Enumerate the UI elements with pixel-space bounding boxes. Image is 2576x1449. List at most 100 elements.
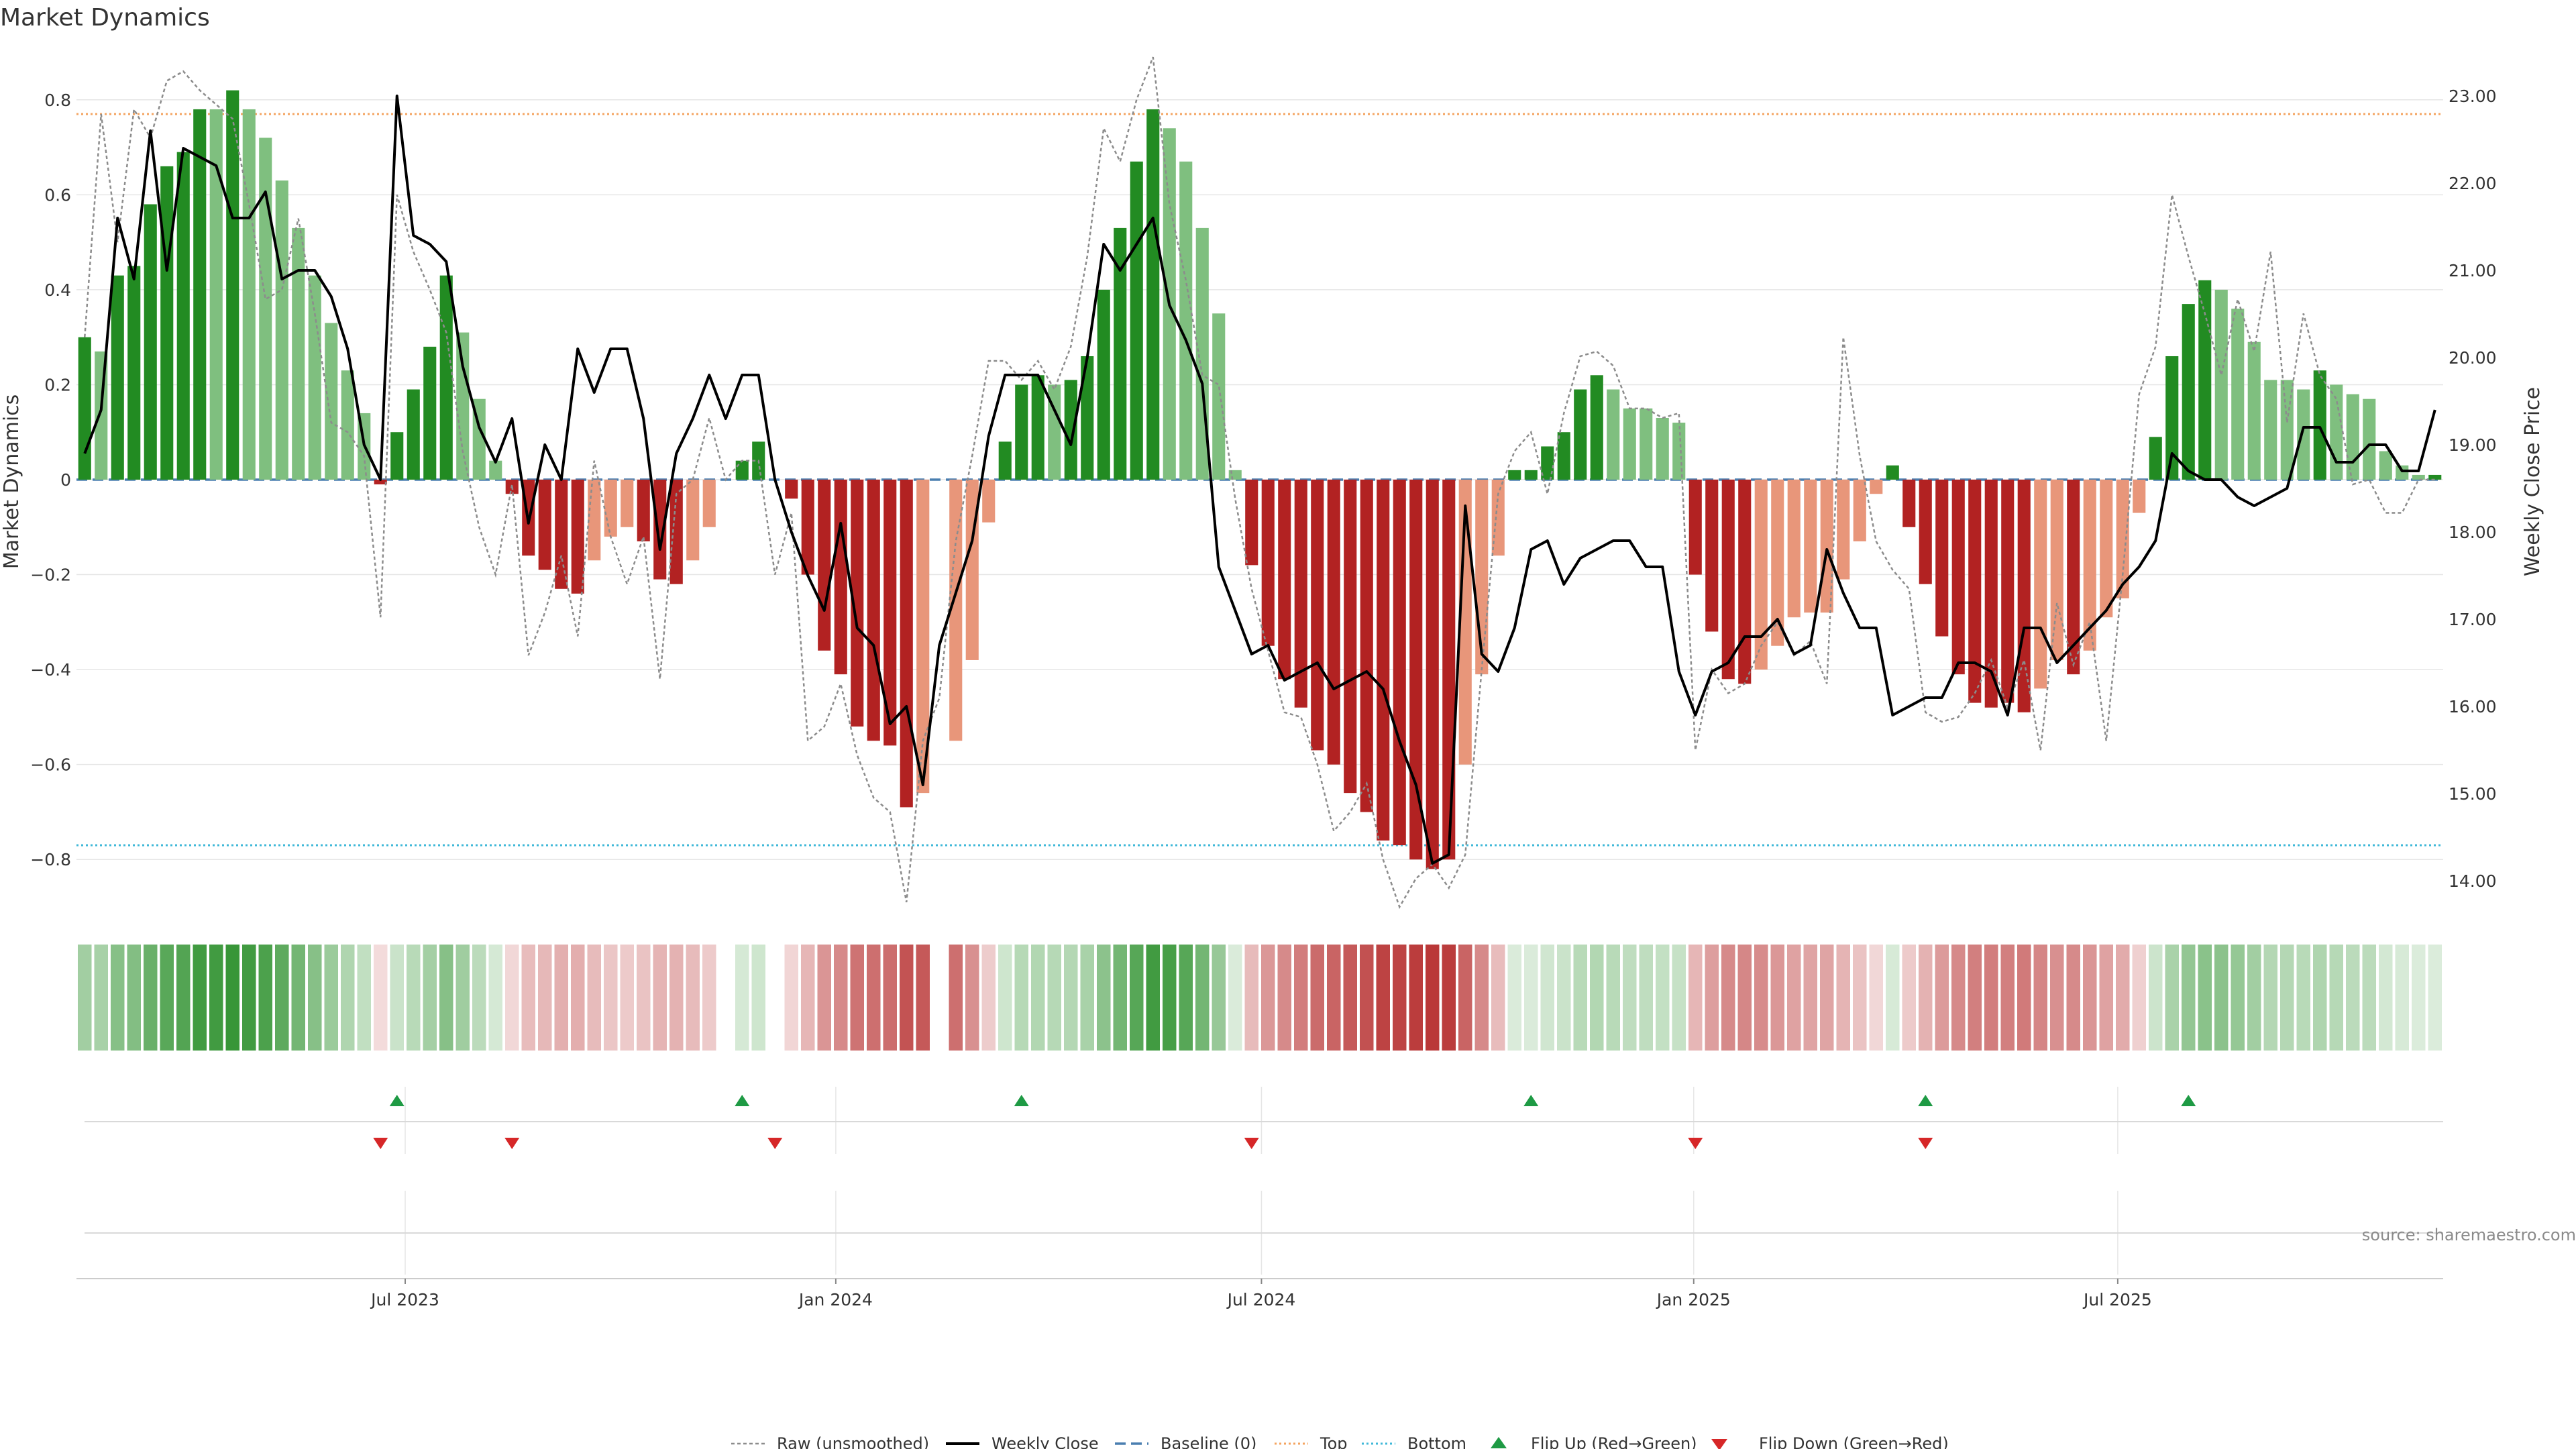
dynamics-bar <box>555 480 568 589</box>
dynamics-bar <box>1064 380 1077 480</box>
regime-cell <box>1754 945 1768 1051</box>
dynamics-bar <box>1968 480 1982 703</box>
left-tick-label: 0 <box>60 470 71 490</box>
regime-cell <box>1507 945 1521 1051</box>
x-tick-label: Jul 2025 <box>2082 1290 2152 1309</box>
dynamics-bar <box>390 432 404 480</box>
regime-cell <box>1573 945 1587 1051</box>
regime-cell <box>1886 945 1900 1051</box>
regime-cell <box>1968 945 1982 1051</box>
dynamics-bar <box>2247 341 2261 480</box>
regime-cell <box>127 945 141 1051</box>
dynamics-bar <box>2182 304 2195 480</box>
regime-cell <box>1031 945 1045 1051</box>
regime-cell <box>1951 945 1966 1051</box>
regime-cell <box>209 945 223 1051</box>
dynamics-bar <box>1179 161 1193 480</box>
regime-cell <box>1820 945 1834 1051</box>
dynamics-bar <box>1508 470 1521 480</box>
x-tick-label: Jul 2023 <box>370 1290 439 1309</box>
dynamics-bar <box>2412 474 2425 480</box>
dynamics-bar <box>1081 356 1094 480</box>
left-tick-label: −0.4 <box>30 660 71 680</box>
regime-cell <box>949 945 963 1051</box>
dynamics-bar <box>2264 380 2277 480</box>
dynamics-bar <box>1721 480 1735 680</box>
dynamics-bar <box>308 275 321 480</box>
dynamics-bar <box>1442 480 1456 860</box>
regime-cell <box>1935 945 1949 1051</box>
regime-cell <box>242 945 256 1051</box>
dynamics-bar <box>1015 384 1028 480</box>
dynamics-bar <box>588 480 601 561</box>
dynamics-bar <box>2100 480 2113 618</box>
dynamics-bar <box>900 480 913 808</box>
regime-cell <box>1770 945 1784 1051</box>
regime-cell <box>2231 945 2245 1051</box>
flip-down-marker <box>1244 1138 1259 1149</box>
dynamics-bar <box>801 480 814 575</box>
right-tick-label: 21.00 <box>2449 261 2497 280</box>
dynamics-bar <box>2330 384 2343 480</box>
dynamics-bar <box>982 480 996 523</box>
regime-cell <box>1853 945 1867 1051</box>
regime-cell <box>1442 945 1456 1051</box>
dynamics-bar <box>1902 480 1916 527</box>
raw-series <box>84 56 2435 909</box>
dynamics-bar <box>1804 480 1817 613</box>
regime-cell <box>1014 945 1028 1051</box>
legend-baseline: Baseline (0) <box>1115 1434 1256 1449</box>
regime-cell <box>620 945 634 1051</box>
dynamics-bar <box>2428 474 2442 480</box>
legend-top: Top <box>1275 1434 1348 1449</box>
regime-cell <box>2066 945 2080 1051</box>
regime-cell <box>111 945 125 1051</box>
dynamics-bar <box>538 480 551 570</box>
flip-up-marker <box>2181 1095 2196 1106</box>
regime-cell <box>587 945 601 1051</box>
regime-cell <box>2182 945 2196 1051</box>
regime-cell <box>1080 945 1094 1051</box>
dynamics-bar <box>1688 480 1702 575</box>
regime-cell <box>1919 945 1933 1051</box>
left-y-axis: −0.8 −0.6 −0.4 −0.2 0 0.2 0.4 0.6 0.8 <box>30 91 71 869</box>
weekly-close-series <box>83 95 2436 865</box>
regime-cell <box>144 945 158 1051</box>
dynamics-bar <box>1426 480 1439 869</box>
dynamics-bar <box>325 323 338 480</box>
regime-cell <box>160 945 174 1051</box>
dynamics-bar <box>1820 480 1833 613</box>
dynamics-bar <box>111 275 124 480</box>
regime-cell <box>78 945 92 1051</box>
dynamics-bar <box>209 109 223 480</box>
regime-cell <box>1064 945 1078 1051</box>
regime-cell <box>735 945 749 1051</box>
dynamics-bar <box>439 275 453 480</box>
regime-cell <box>275 945 289 1051</box>
regime-cell <box>2296 945 2310 1051</box>
regime-cell <box>1639 945 1653 1051</box>
dynamics-bar <box>2034 480 2047 689</box>
regime-cell <box>2395 945 2409 1051</box>
regime-cell <box>2247 945 2261 1051</box>
regime-cell <box>1409 945 1423 1051</box>
right-tick-label: 23.00 <box>2449 87 2497 106</box>
dynamics-bar <box>176 152 190 480</box>
regime-cell <box>1705 945 1719 1051</box>
dynamics-bar <box>604 480 617 537</box>
dynamics-bar <box>1212 313 1226 480</box>
dynamics-bar <box>1377 480 1390 841</box>
regime-cell <box>883 945 897 1051</box>
regime-cell <box>423 945 437 1051</box>
regime-cell <box>686 945 700 1051</box>
regime-cell <box>2017 945 2031 1051</box>
dynamics-bar <box>1360 480 1373 812</box>
regime-cell <box>1590 945 1604 1051</box>
dynamics-bar <box>1327 480 1340 765</box>
regime-cell <box>258 945 272 1051</box>
dynamics-bar <box>883 480 897 746</box>
regime-cell <box>2412 945 2426 1051</box>
dynamics-bar <box>2198 280 2212 480</box>
dynamics-bar <box>1640 408 1653 480</box>
